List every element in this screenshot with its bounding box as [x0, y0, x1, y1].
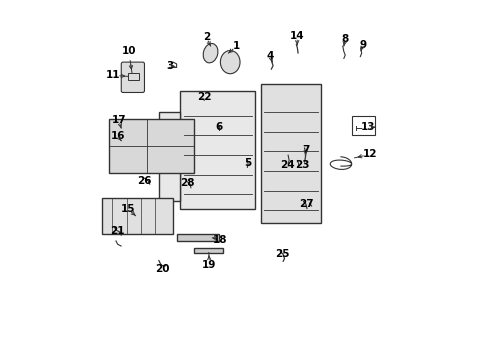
Ellipse shape	[220, 50, 240, 74]
Text: 14: 14	[289, 31, 304, 41]
Bar	[180, 91, 255, 208]
Bar	[159, 112, 180, 202]
Text: 7: 7	[302, 145, 309, 155]
Text: 8: 8	[341, 34, 348, 44]
Text: 5: 5	[244, 158, 251, 168]
Text: 10: 10	[121, 46, 136, 56]
Text: 11: 11	[105, 70, 120, 80]
Bar	[194, 248, 223, 253]
Text: 4: 4	[266, 51, 273, 61]
Text: 1: 1	[233, 41, 240, 51]
Text: 22: 22	[197, 92, 211, 102]
FancyBboxPatch shape	[121, 62, 144, 93]
Text: 21: 21	[109, 226, 124, 236]
Text: 26: 26	[137, 176, 151, 186]
Text: 16: 16	[110, 131, 124, 141]
Text: 24: 24	[280, 160, 294, 170]
Bar	[260, 84, 321, 223]
Text: 2: 2	[202, 32, 209, 42]
Bar	[351, 116, 374, 135]
Text: 18: 18	[212, 235, 227, 245]
Text: 17: 17	[111, 115, 126, 125]
Text: 13: 13	[360, 122, 374, 132]
Text: 15: 15	[121, 204, 135, 214]
Bar	[102, 198, 173, 234]
Bar	[128, 73, 139, 80]
Bar	[108, 119, 194, 173]
Text: 3: 3	[165, 61, 173, 71]
Ellipse shape	[203, 44, 218, 63]
Text: 12: 12	[362, 149, 377, 159]
Text: 27: 27	[298, 199, 313, 209]
Bar	[176, 234, 219, 241]
Text: 20: 20	[155, 264, 169, 274]
Text: 28: 28	[180, 178, 194, 188]
Text: 23: 23	[295, 160, 309, 170]
Text: 6: 6	[215, 122, 223, 132]
Text: 19: 19	[202, 260, 216, 270]
Text: 9: 9	[359, 40, 366, 50]
Text: 25: 25	[275, 249, 289, 259]
